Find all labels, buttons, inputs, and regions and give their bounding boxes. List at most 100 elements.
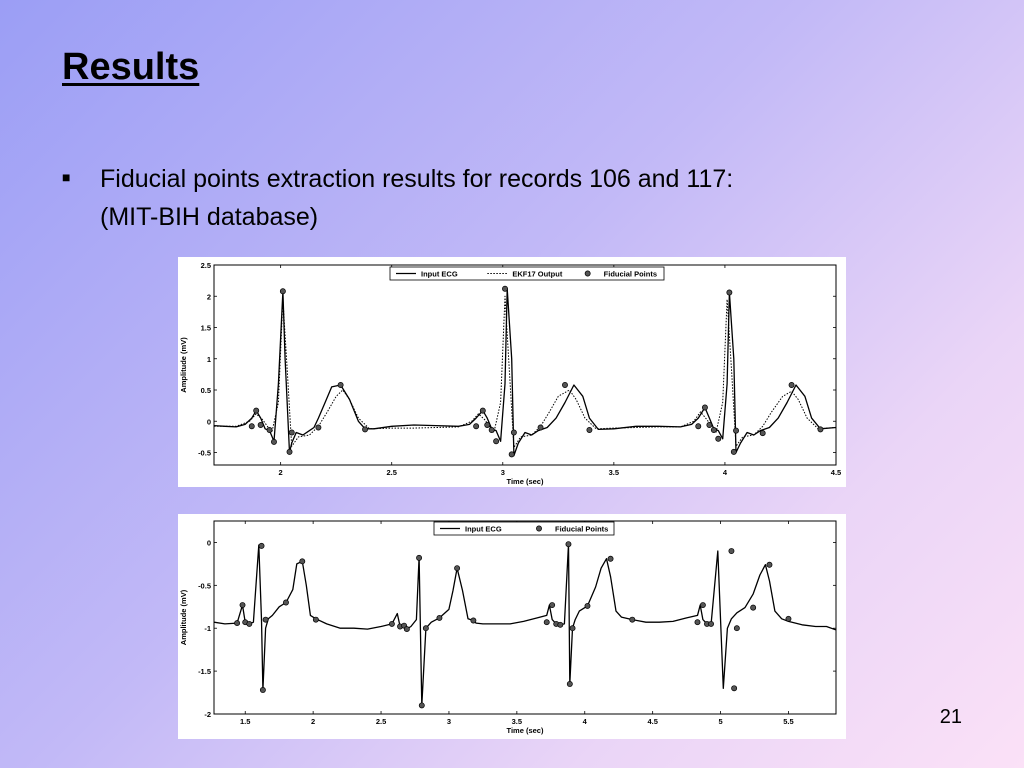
y-tick-label: 1: [207, 355, 211, 364]
fiducial-point: [362, 426, 369, 433]
square-bullet-icon: ■: [62, 169, 71, 185]
fiducial-point: [566, 681, 573, 687]
x-tick-label: 5.5: [783, 717, 793, 726]
ecg-chart-svg: 1.5 2 2.5 3 3.5 4 4.5 5 5.5 -2 -1.5 -1 -0.5 0 Time (se…: [179, 520, 837, 735]
fiducial-point: [288, 429, 295, 436]
fiducial-point: [493, 438, 500, 445]
fiducial-point: [759, 430, 766, 437]
fiducial-point: [271, 438, 277, 445]
fiducial-point: [266, 427, 273, 433]
x-tick-label: 1.5: [240, 717, 250, 726]
fiducial-point: [708, 620, 715, 627]
fiducial-point: [479, 407, 486, 414]
fiducial-point: [416, 554, 423, 561]
y-tick-label: -1: [204, 624, 211, 633]
fiducial-point: [234, 620, 241, 627]
legend-label: Input ECG: [465, 525, 502, 534]
fiducial-point: [629, 616, 636, 623]
y-tick-label: -2: [204, 710, 211, 719]
x-tick-label: 4: [723, 468, 728, 477]
fiducial-point: [283, 599, 289, 606]
x-tick-label: 3.5: [512, 717, 522, 726]
y-axis-label: Amplitude (mV): [179, 337, 188, 393]
fiducial-point: [730, 448, 737, 455]
fiducial-point: [584, 602, 591, 609]
fiducial-point: [312, 616, 319, 623]
fiducial-point: [484, 422, 491, 428]
fiducial-point: [248, 423, 255, 430]
x-axis-label: Time (sec): [507, 477, 544, 486]
fiducial-point: [766, 561, 773, 568]
bullet-text: Fiducial points extraction results for r…: [100, 160, 733, 236]
fiducial-point: [731, 685, 738, 692]
page-number: 21: [939, 706, 962, 728]
x-tick-label: 5: [718, 717, 722, 726]
fiducial-point: [733, 625, 740, 632]
fiducial-point: [508, 451, 515, 458]
fiducial-point: [706, 422, 713, 428]
plot-area: [213, 264, 837, 466]
fiducial-point: [488, 427, 495, 433]
fiducial-point: [726, 289, 733, 296]
fiducial-point: [253, 407, 260, 414]
fiducial-point: [246, 620, 253, 627]
plot-area: [213, 520, 837, 715]
y-tick-label: 0: [207, 417, 211, 426]
fiducial-point: [607, 555, 614, 562]
y-tick-label: -0.5: [198, 449, 211, 458]
x-tick-label: 3.5: [609, 468, 619, 477]
fiducial-point: [817, 426, 824, 433]
fiducial-point: [699, 602, 706, 609]
fiducial-point: [422, 625, 429, 632]
y-axis-label: Amplitude (mV): [179, 589, 188, 645]
fiducial-point: [502, 285, 508, 292]
x-tick-label: 2.5: [386, 468, 396, 477]
fiducial-point: [262, 616, 269, 623]
x-tick-label: 4.5: [831, 468, 841, 477]
fiducial-point: [286, 448, 293, 455]
fiducial-point: [549, 602, 556, 609]
bullet-point: ■ Fiducial points extraction results for…: [62, 160, 942, 236]
fiducial-point: [279, 288, 286, 295]
y-tick-label: 1.5: [201, 324, 211, 333]
legend-label: Input ECG: [421, 270, 458, 279]
fiducial-point: [259, 687, 266, 693]
fiducial-point: [403, 626, 410, 633]
slide-title: Results: [62, 46, 200, 88]
fiducial-point: [470, 617, 477, 624]
fiducial-point: [510, 429, 517, 436]
legend-label: EKF17 Output: [512, 270, 563, 279]
ecg-chart-record-106: 2 2.5 3 3.5 4 4.5 -0.5 0 0.5 1 1.5 2 2.5 Time (sec) Am…: [178, 257, 846, 487]
input-ecg-line: [214, 543, 836, 707]
fiducial-point: [315, 424, 322, 431]
fiducial-point: [239, 602, 246, 609]
y-tick-label: 2.5: [201, 261, 211, 270]
x-tick-label: 3: [501, 468, 505, 477]
y-tick-label: 0.5: [201, 386, 211, 395]
legend-box: [389, 266, 665, 281]
x-tick-label: 3: [447, 717, 451, 726]
bullet-line-2: (MIT-BIH database): [100, 203, 319, 231]
x-tick-label: 4.5: [647, 717, 657, 726]
legend-marker: [584, 270, 591, 277]
fiducial-point: [557, 621, 564, 628]
fiducial-point: [543, 619, 550, 626]
ecg-chart-record-117: 1.5 2 2.5 3 3.5 4 4.5 5 5.5 -2 -1.5 -1 -0.5 0 Time (se…: [178, 514, 846, 739]
fiducial-point: [537, 424, 544, 431]
fiducial-point: [454, 565, 461, 572]
fiducial-point: [750, 604, 757, 611]
fiducial-point: [418, 702, 425, 709]
ecg-chart-svg: 2 2.5 3 3.5 4 4.5 -0.5 0 0.5 1 1.5 2 2.5 Time (sec) Am…: [179, 261, 841, 486]
fiducial-point: [701, 404, 708, 411]
bullet-line-1: Fiducial points extraction results for r…: [100, 165, 734, 193]
fiducial-point: [728, 548, 735, 554]
fiducial-point: [257, 422, 264, 428]
legend-marker: [536, 525, 542, 532]
x-tick-label: 2.5: [376, 717, 386, 726]
fiducial-point: [785, 615, 792, 622]
legend-label: Fiducial Points: [555, 525, 608, 534]
y-tick-label: 2: [207, 292, 211, 301]
fiducial-point: [569, 625, 576, 632]
y-tick-label: -1.5: [198, 667, 211, 676]
fiducial-point: [733, 427, 739, 434]
